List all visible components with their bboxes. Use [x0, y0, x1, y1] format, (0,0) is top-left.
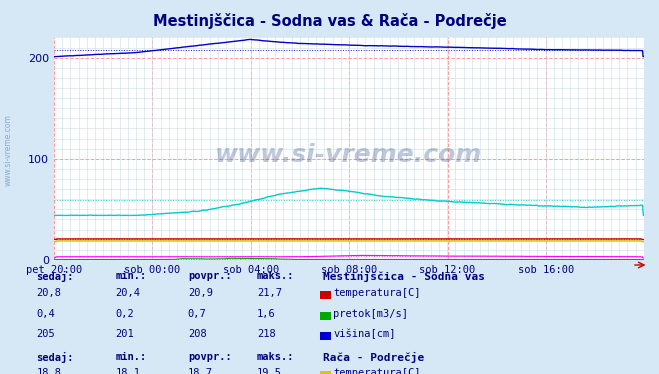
Text: pretok[m3/s]: pretok[m3/s]	[333, 309, 409, 319]
Text: 218: 218	[257, 329, 275, 339]
Text: maks.:: maks.:	[257, 271, 295, 281]
Text: povpr.:: povpr.:	[188, 352, 231, 362]
Text: 201: 201	[115, 329, 134, 339]
Text: www.si-vreme.com: www.si-vreme.com	[3, 114, 13, 186]
Text: 20,8: 20,8	[36, 288, 61, 298]
Text: 20,9: 20,9	[188, 288, 213, 298]
Text: min.:: min.:	[115, 352, 146, 362]
Text: temperatura[C]: temperatura[C]	[333, 288, 421, 298]
Text: Mestinjščica - Sodna vas: Mestinjščica - Sodna vas	[323, 271, 485, 282]
Text: 19,5: 19,5	[257, 368, 282, 374]
Text: sedaj:: sedaj:	[36, 271, 74, 282]
Text: višina[cm]: višina[cm]	[333, 329, 396, 340]
Text: Rača - Podrečje: Rača - Podrečje	[323, 352, 424, 362]
Text: povpr.:: povpr.:	[188, 271, 231, 281]
Text: www.si-vreme.com: www.si-vreme.com	[215, 143, 482, 167]
Text: temperatura[C]: temperatura[C]	[333, 368, 421, 374]
Text: 21,7: 21,7	[257, 288, 282, 298]
Text: 205: 205	[36, 329, 55, 339]
Text: 0,4: 0,4	[36, 309, 55, 319]
Text: 208: 208	[188, 329, 206, 339]
Text: sedaj:: sedaj:	[36, 352, 74, 362]
Text: 18,7: 18,7	[188, 368, 213, 374]
Text: 18,1: 18,1	[115, 368, 140, 374]
Text: 20,4: 20,4	[115, 288, 140, 298]
Text: 0,7: 0,7	[188, 309, 206, 319]
Text: 18,8: 18,8	[36, 368, 61, 374]
Text: 0,2: 0,2	[115, 309, 134, 319]
Text: Mestinjščica - Sodna vas & Rača - Podrečje: Mestinjščica - Sodna vas & Rača - Podreč…	[153, 13, 506, 29]
Text: 1,6: 1,6	[257, 309, 275, 319]
Text: min.:: min.:	[115, 271, 146, 281]
Text: maks.:: maks.:	[257, 352, 295, 362]
